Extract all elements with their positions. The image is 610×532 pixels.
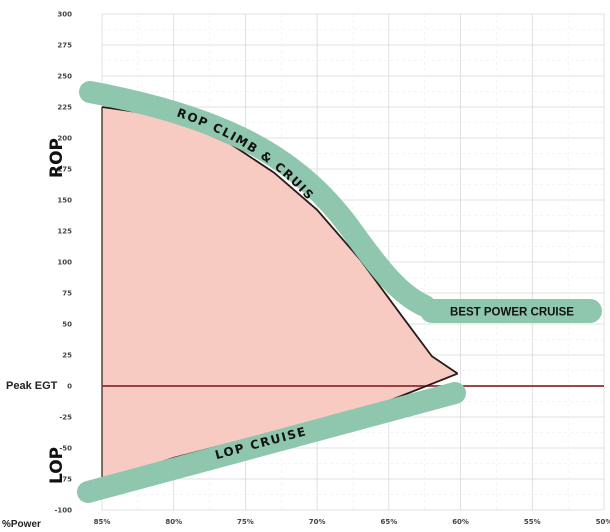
x-tick-label-6: 55%: [524, 518, 541, 526]
y-tick-label-9: 75: [62, 290, 72, 298]
x-tick-label-4: 65%: [380, 518, 397, 526]
peak-egt-label: Peak EGT: [6, 380, 58, 392]
y-tick-label-10: 50: [62, 321, 72, 329]
y-tick-label-11: 25: [62, 352, 72, 360]
rop-climb-cruise-band: [79, 81, 436, 317]
best-power-band: [420, 299, 602, 323]
y-tick-label-0: 300: [57, 11, 72, 19]
y-tick-label-13: -25: [59, 414, 72, 422]
y-tick-label-6: 150: [57, 197, 72, 205]
x-tick-label-3: 70%: [309, 518, 326, 526]
y-tick-label-7: 125: [57, 228, 72, 236]
y-tick-label-15: -75: [59, 476, 72, 484]
y-tick-label-2: 250: [57, 73, 72, 81]
y-tick-label-3: 225: [57, 104, 72, 112]
y-tick-label-5: 175: [57, 166, 72, 174]
x-tick-label-1: 80%: [165, 518, 182, 526]
lop-cruise-band: [77, 382, 466, 503]
x-tick-label-5: 60%: [452, 518, 469, 526]
lop-side-label: LOP: [47, 447, 67, 484]
x-tick-label-7: 50%: [596, 518, 610, 526]
best-power-cruise-label: BEST POWER CRUISE: [450, 307, 574, 319]
y-tick-label-12: 0: [67, 383, 72, 391]
x-tick-label-0: 85%: [94, 518, 111, 526]
x-axis-label: %Power: [2, 519, 41, 530]
y-tick-label-16: -100: [54, 507, 72, 515]
operating-region-fill: [102, 107, 458, 482]
x-tick-label-2: 75%: [237, 518, 254, 526]
y-tick-labels: 3002752502252001751501251007550250-25-50…: [54, 11, 72, 515]
y-tick-label-4: 200: [57, 135, 72, 143]
y-tick-label-14: -50: [59, 445, 72, 453]
y-tick-label-8: 100: [57, 259, 72, 267]
rop-side-label: ROP: [47, 138, 67, 178]
y-tick-label-1: 275: [57, 42, 72, 50]
x-tick-labels: 85% 80% 75% 70% 65% 60% 55% 50%: [94, 518, 610, 526]
